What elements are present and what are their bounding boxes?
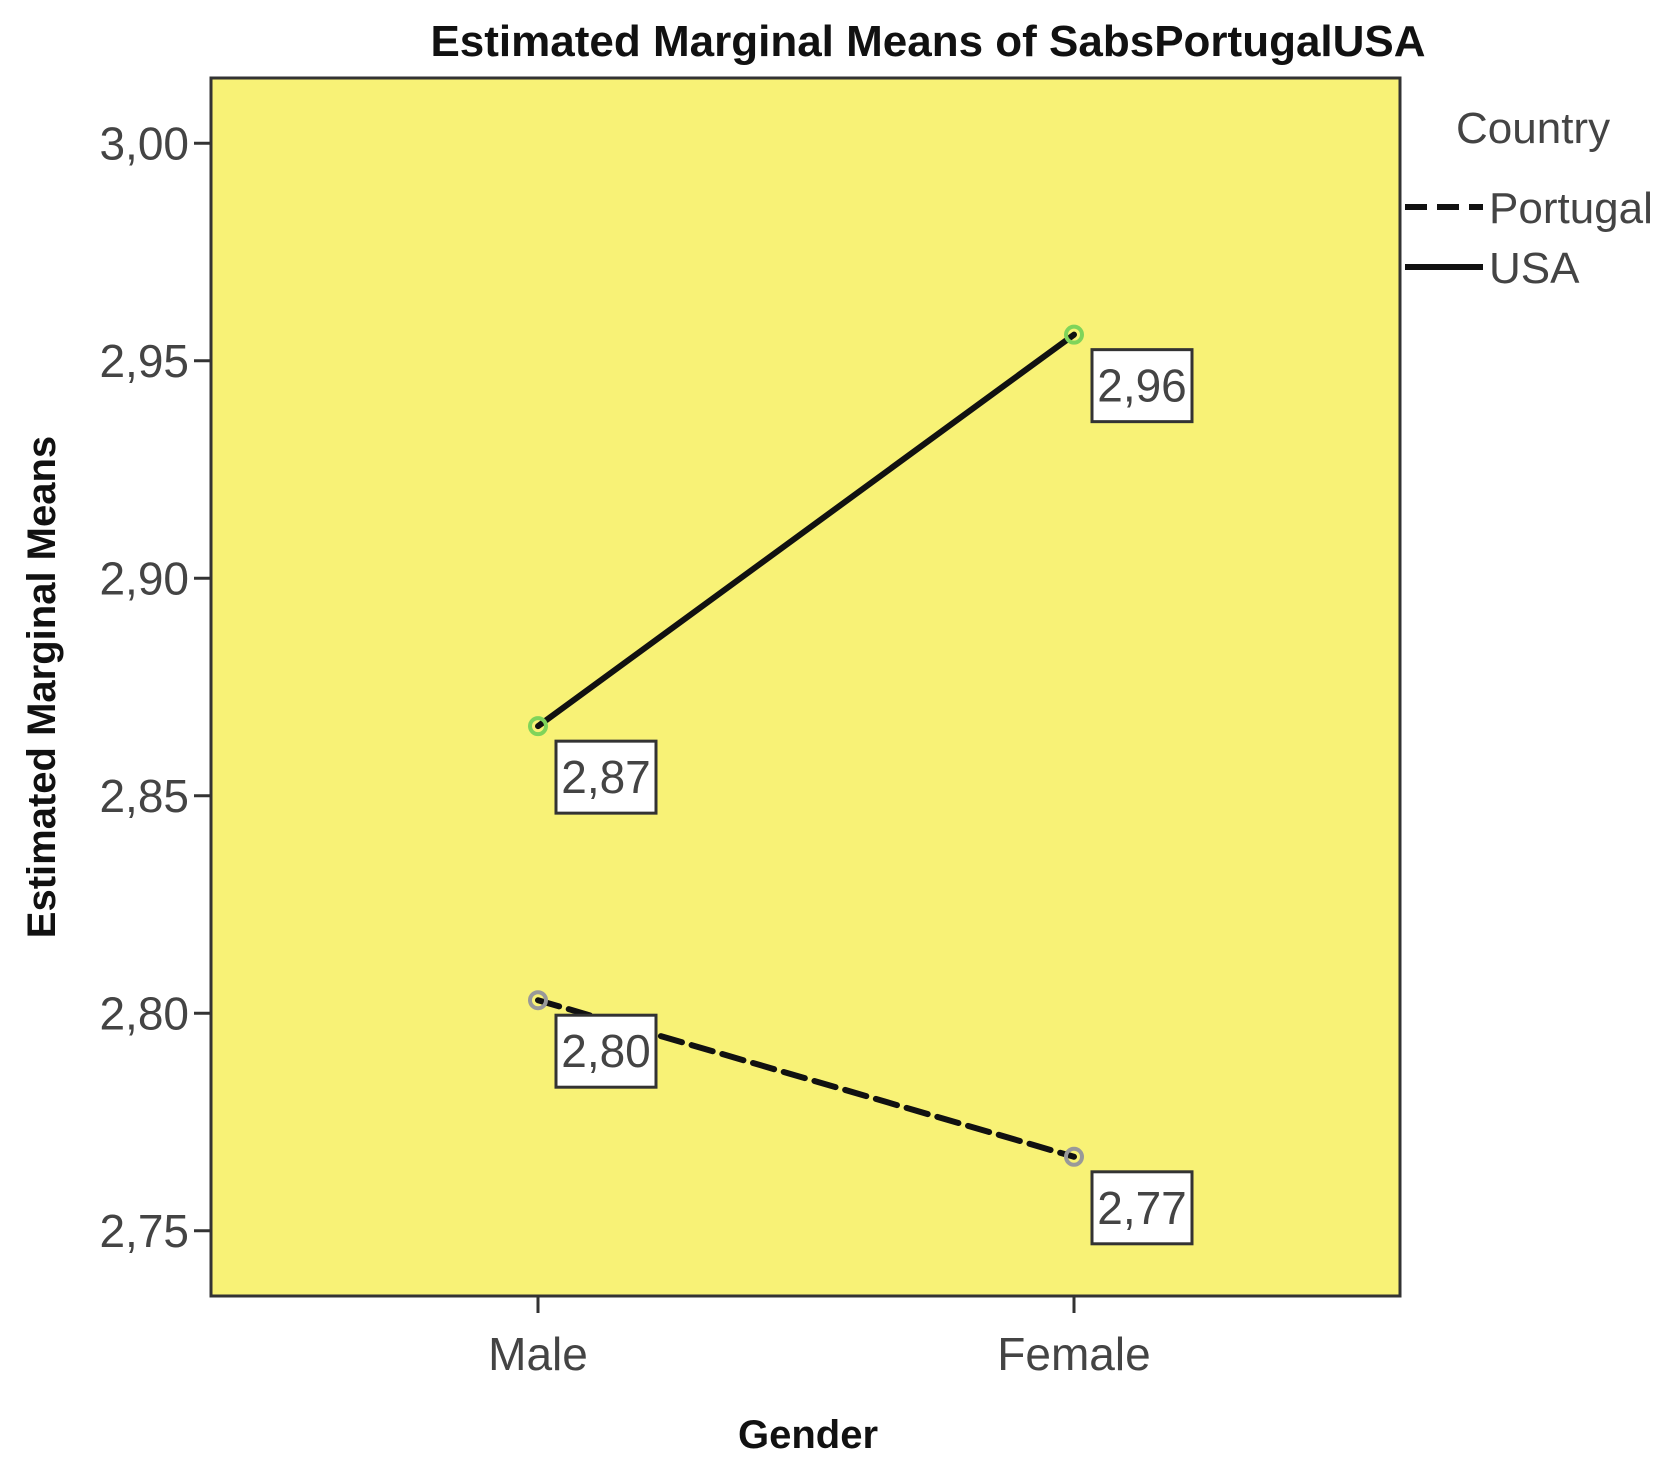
- y-tick-label: 2,85: [99, 770, 189, 822]
- data-label-box: [1090, 1170, 1194, 1246]
- data-point-portugal: [1064, 1146, 1084, 1167]
- legend: Country Portugal USA: [1405, 104, 1653, 293]
- y-axis-title: Estimated Marginal Means: [20, 436, 64, 938]
- legend-label-usa: USA: [1489, 244, 1580, 293]
- data-label: 2,96: [1097, 360, 1187, 412]
- y-tick-label: 3,00: [99, 117, 189, 169]
- x-tick-label: Female: [997, 1328, 1150, 1380]
- data-label-layer: 2,80 2,77 2,87 2,96: [554, 348, 1194, 1246]
- data-point-usa: [1064, 324, 1084, 345]
- data-point-portugal: [528, 990, 548, 1011]
- data-label: 2,80: [561, 1025, 651, 1077]
- legend-label-portugal: Portugal: [1489, 184, 1653, 233]
- x-axis-title: Gender: [738, 1413, 878, 1457]
- legend-title: Country: [1456, 104, 1610, 153]
- data-point-usa: [528, 716, 548, 737]
- x-axis: Male Female: [488, 1296, 1151, 1380]
- y-axis: 2,75 2,80 2,85 2,90 2,95 3,00: [99, 117, 211, 1257]
- data-label: 2,77: [1097, 1182, 1187, 1234]
- y-tick-label: 2,90: [99, 552, 189, 604]
- data-label: 2,87: [561, 751, 651, 803]
- x-tick-label: Male: [488, 1328, 588, 1380]
- y-tick-label: 2,80: [99, 987, 189, 1039]
- y-tick-label: 2,95: [99, 335, 189, 387]
- data-label-box: [554, 1013, 658, 1089]
- chart-title: Estimated Marginal Means of SabsPortugal…: [430, 17, 1425, 66]
- data-label-box: [1090, 348, 1194, 424]
- data-label-box: [554, 739, 658, 815]
- series-line-usa: [535, 331, 1077, 730]
- marker-layer: [528, 324, 1084, 1167]
- plot-area: [209, 76, 1402, 1298]
- y-tick-label: 2,75: [99, 1205, 189, 1257]
